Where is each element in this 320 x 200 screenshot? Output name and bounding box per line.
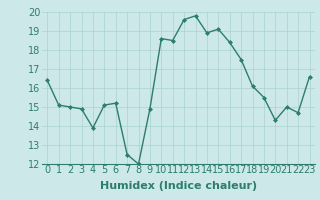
X-axis label: Humidex (Indice chaleur): Humidex (Indice chaleur) bbox=[100, 181, 257, 191]
